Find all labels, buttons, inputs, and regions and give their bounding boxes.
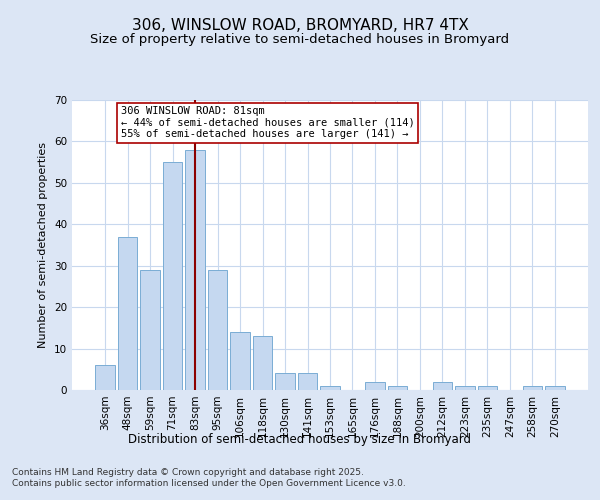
Bar <box>523 386 542 390</box>
Bar <box>95 365 115 390</box>
Y-axis label: Number of semi-detached properties: Number of semi-detached properties <box>38 142 49 348</box>
Bar <box>163 162 182 390</box>
Bar <box>140 270 160 390</box>
Bar <box>118 236 137 390</box>
Text: Contains HM Land Registry data © Crown copyright and database right 2025.
Contai: Contains HM Land Registry data © Crown c… <box>12 468 406 487</box>
Bar <box>455 386 475 390</box>
Bar <box>253 336 272 390</box>
Bar <box>433 382 452 390</box>
Bar <box>230 332 250 390</box>
Bar <box>298 374 317 390</box>
Bar <box>545 386 565 390</box>
Bar <box>208 270 227 390</box>
Text: 306 WINSLOW ROAD: 81sqm
← 44% of semi-detached houses are smaller (114)
55% of s: 306 WINSLOW ROAD: 81sqm ← 44% of semi-de… <box>121 106 415 140</box>
Text: Size of property relative to semi-detached houses in Bromyard: Size of property relative to semi-detach… <box>91 32 509 46</box>
Bar <box>320 386 340 390</box>
Text: Distribution of semi-detached houses by size in Bromyard: Distribution of semi-detached houses by … <box>128 432 472 446</box>
Text: 306, WINSLOW ROAD, BROMYARD, HR7 4TX: 306, WINSLOW ROAD, BROMYARD, HR7 4TX <box>131 18 469 32</box>
Bar <box>275 374 295 390</box>
Bar <box>388 386 407 390</box>
Bar <box>365 382 385 390</box>
Bar <box>478 386 497 390</box>
Bar <box>185 150 205 390</box>
